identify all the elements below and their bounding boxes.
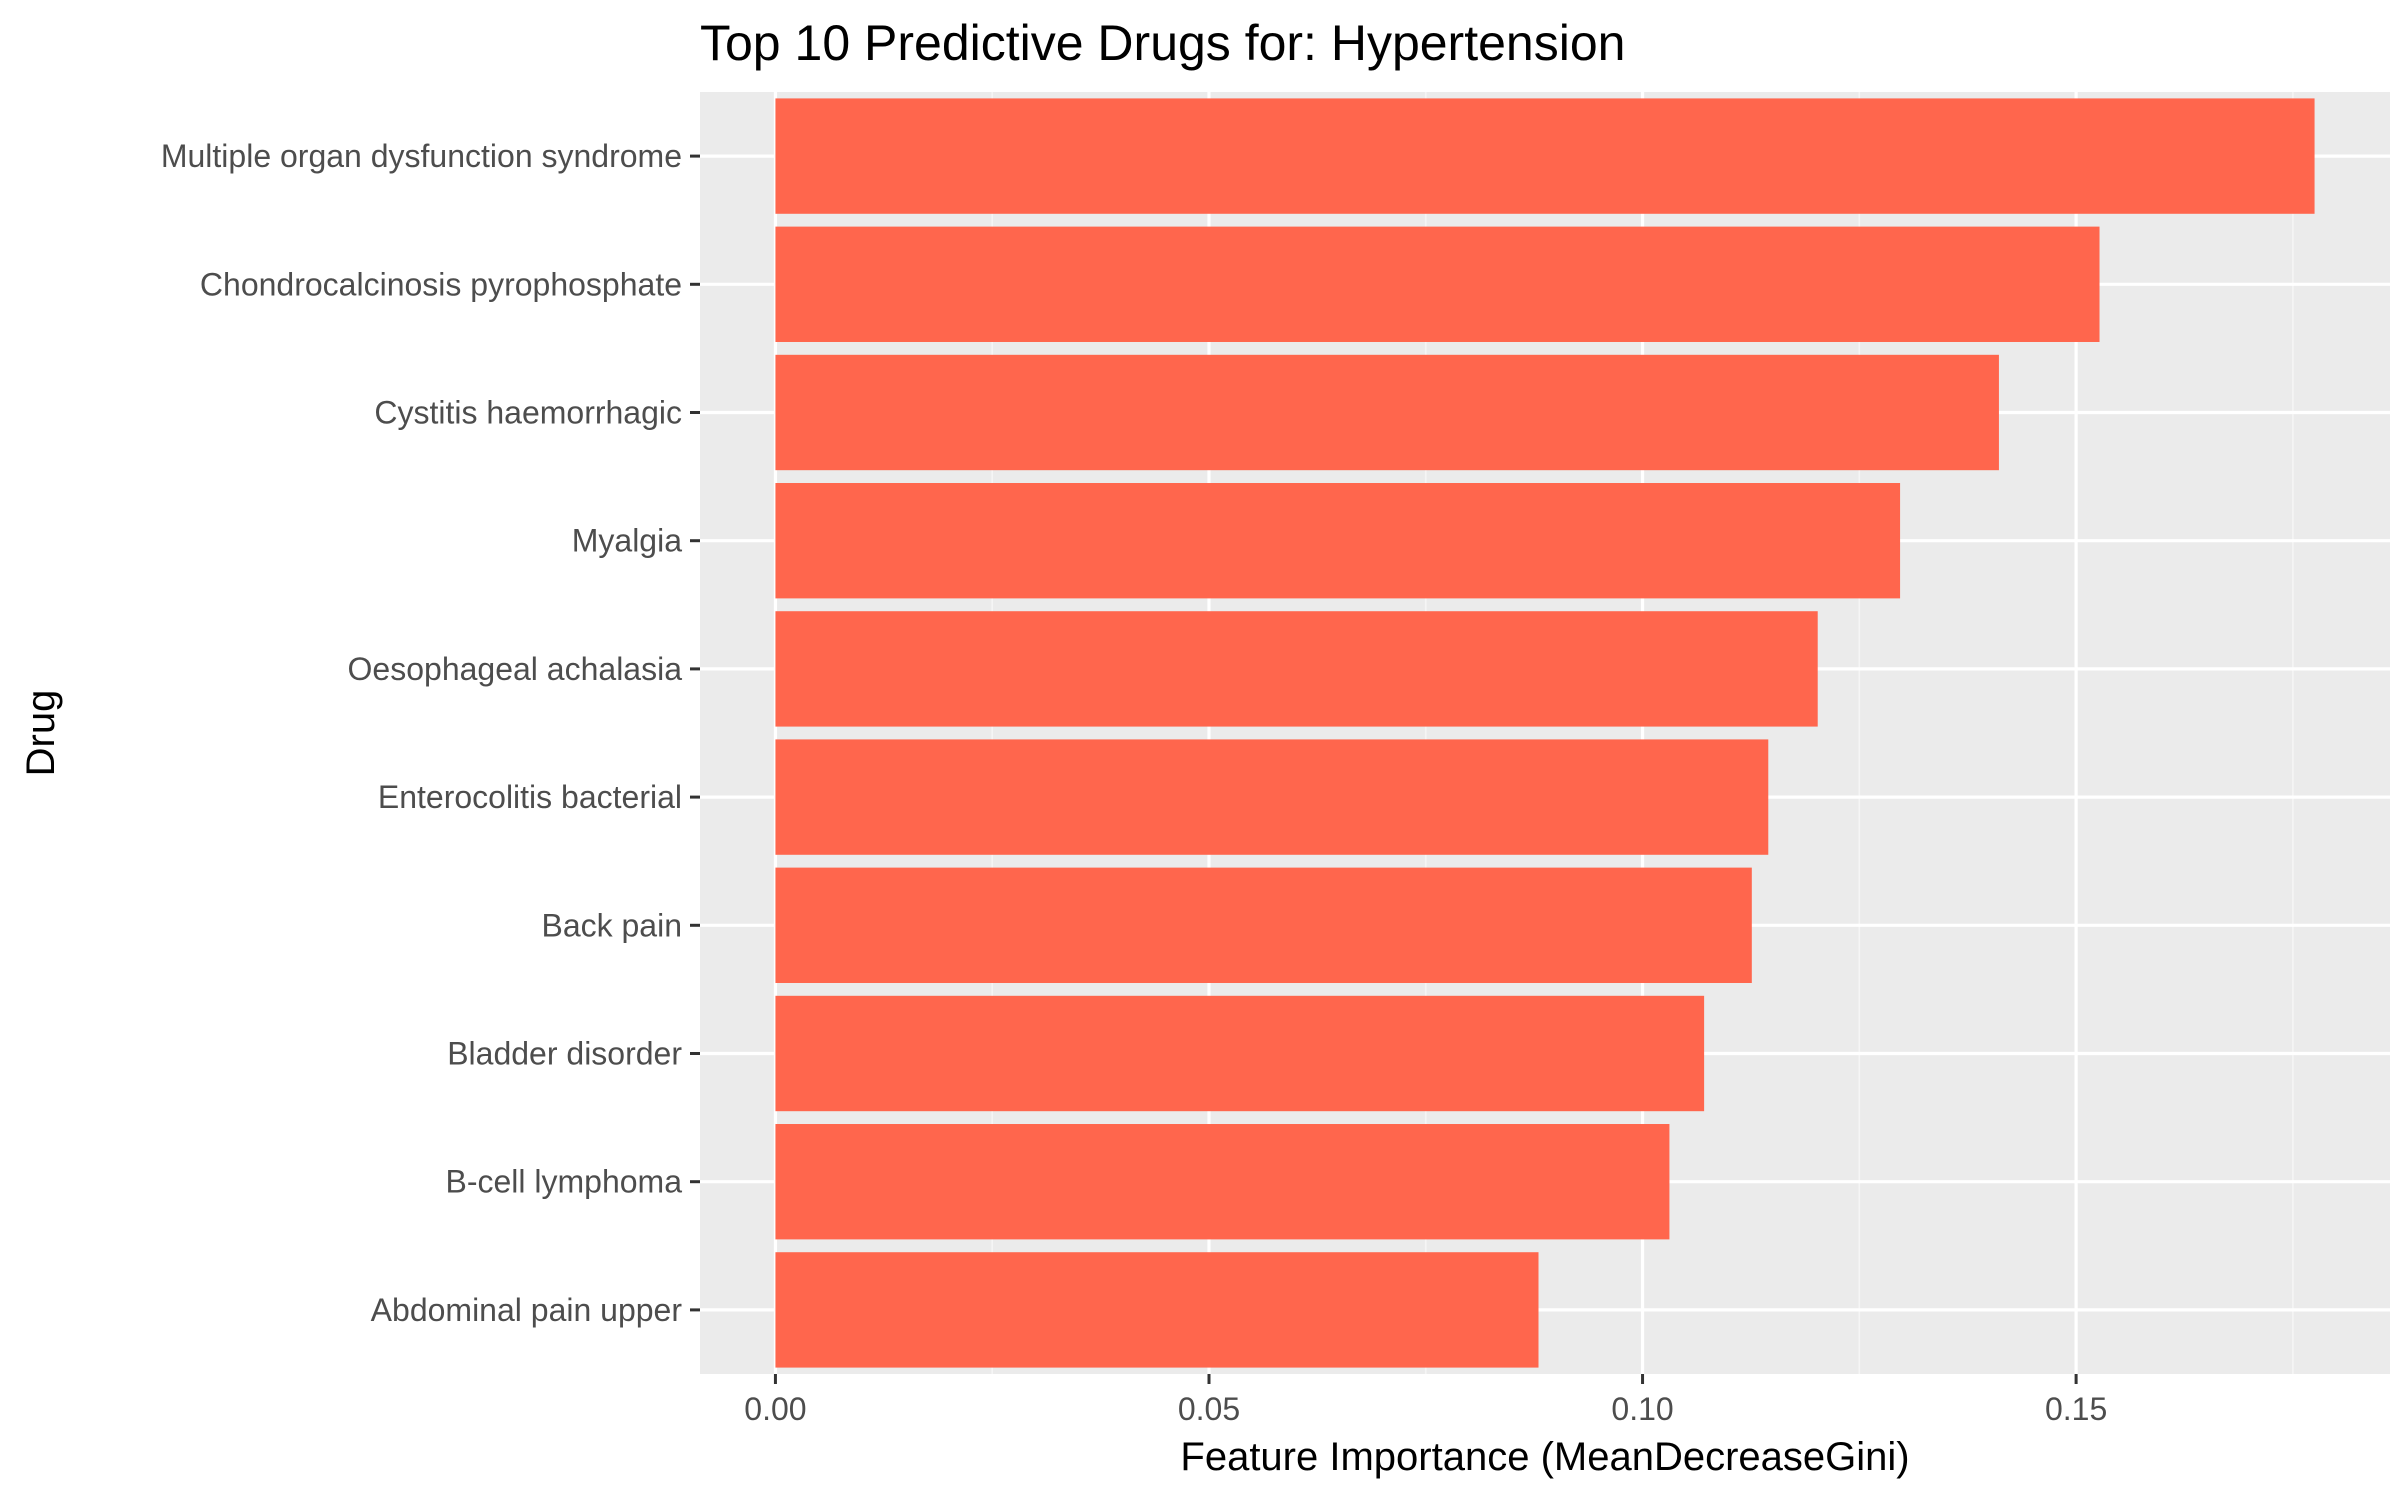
- x-tick-label: 0.05: [1178, 1391, 1240, 1427]
- y-tick-label: B-cell lymphoma: [445, 1164, 682, 1200]
- y-tick-label: Chondrocalcinosis pyrophosphate: [200, 266, 682, 302]
- x-tick-label: 0.15: [2045, 1391, 2107, 1427]
- y-tick-label: Oesophageal achalasia: [348, 651, 683, 687]
- x-axis: 0.00 0.05 0.10 0.15: [744, 1374, 2107, 1427]
- y-tick-label: Enterocolitis bacterial: [378, 779, 682, 815]
- y-tick-label: Back pain: [541, 907, 682, 943]
- y-tick-label: Myalgia: [572, 523, 682, 559]
- bar: [775, 1124, 1670, 1240]
- y-axis-title: Drug: [19, 690, 63, 777]
- y-tick-label: Abdominal pain upper: [371, 1292, 683, 1328]
- y-tick-label: Bladder disorder: [447, 1036, 682, 1072]
- bar: [775, 354, 1999, 471]
- bar: [775, 867, 1752, 983]
- y-tick-label: Multiple organ dysfunction syndrome: [161, 138, 682, 174]
- x-tick-label: 0.10: [1611, 1391, 1673, 1427]
- bar: [775, 98, 2315, 214]
- bar: [775, 483, 1901, 599]
- chart-title: Top 10 Predictive Drugs for: Hypertensio…: [700, 15, 1625, 71]
- x-tick-label: 0.00: [744, 1391, 806, 1427]
- bar: [775, 739, 1769, 855]
- x-axis-title: Feature Importance (MeanDecreaseGini): [1180, 1435, 1909, 1479]
- y-tick-label: Cystitis haemorrhagic: [374, 395, 682, 431]
- y-axis: Multiple organ dysfunction syndrome Chond…: [161, 138, 700, 1328]
- bar: [775, 1252, 1539, 1368]
- bar: [775, 995, 1705, 1112]
- bar: [775, 226, 2100, 342]
- bar: [775, 611, 1818, 727]
- bars: [775, 98, 2315, 1368]
